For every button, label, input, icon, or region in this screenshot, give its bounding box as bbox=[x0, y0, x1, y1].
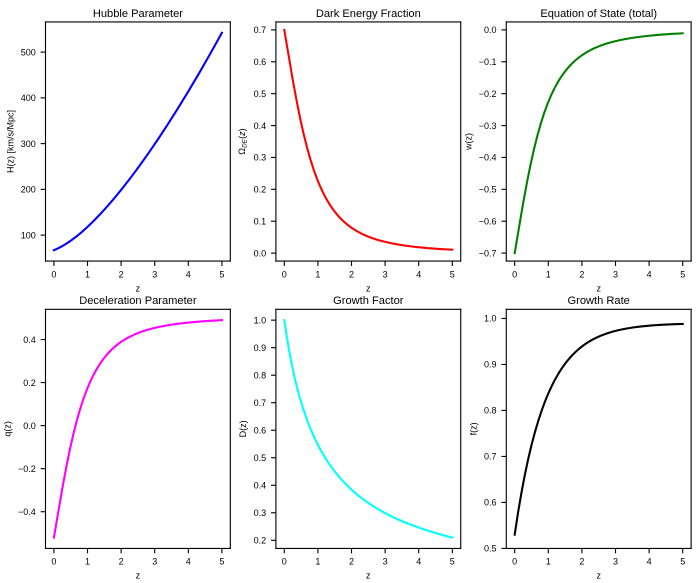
svg-text:0.4: 0.4 bbox=[23, 335, 36, 345]
svg-text:0: 0 bbox=[512, 557, 517, 567]
svg-text:0.9: 0.9 bbox=[254, 343, 267, 353]
svg-text:4: 4 bbox=[647, 557, 652, 567]
svg-text:−0.4: −0.4 bbox=[18, 507, 36, 517]
svg-text:0.3: 0.3 bbox=[254, 508, 267, 518]
svg-text:2: 2 bbox=[349, 557, 354, 567]
svg-text:Deceleration Parameter: Deceleration Parameter bbox=[79, 295, 197, 307]
svg-text:0: 0 bbox=[282, 269, 287, 279]
svg-text:1.0: 1.0 bbox=[484, 314, 497, 324]
svg-text:1.0: 1.0 bbox=[254, 315, 267, 325]
svg-text:0: 0 bbox=[512, 269, 517, 279]
svg-text:Hubble Parameter: Hubble Parameter bbox=[93, 8, 183, 20]
svg-text:D(z): D(z) bbox=[238, 420, 248, 437]
svg-text:0.7: 0.7 bbox=[254, 25, 267, 35]
svg-text:0.3: 0.3 bbox=[254, 153, 267, 163]
svg-text:0.6: 0.6 bbox=[484, 498, 497, 508]
svg-text:1: 1 bbox=[315, 557, 320, 567]
svg-text:Growth Factor: Growth Factor bbox=[333, 295, 404, 307]
svg-text:0.8: 0.8 bbox=[484, 406, 497, 416]
svg-text:0.2: 0.2 bbox=[254, 185, 267, 195]
svg-text:f(z): f(z) bbox=[469, 422, 479, 435]
svg-text:0.0: 0.0 bbox=[23, 421, 36, 431]
svg-text:0.9: 0.9 bbox=[484, 360, 497, 370]
svg-text:Dark Energy Fraction: Dark Energy Fraction bbox=[316, 8, 421, 20]
svg-text:0.7: 0.7 bbox=[254, 398, 267, 408]
svg-text:3: 3 bbox=[383, 269, 388, 279]
svg-text:2: 2 bbox=[579, 557, 584, 567]
svg-text:0.6: 0.6 bbox=[254, 57, 267, 67]
svg-text:1: 1 bbox=[546, 557, 551, 567]
svg-text:0.6: 0.6 bbox=[254, 425, 267, 435]
svg-text:−0.4: −0.4 bbox=[479, 153, 497, 163]
svg-text:z: z bbox=[366, 571, 371, 581]
svg-text:5: 5 bbox=[219, 557, 224, 567]
svg-text:−0.1: −0.1 bbox=[479, 57, 497, 67]
svg-text:q(z): q(z) bbox=[3, 421, 13, 437]
svg-text:4: 4 bbox=[416, 557, 421, 567]
svg-text:Equation of State (total): Equation of State (total) bbox=[540, 8, 657, 20]
svg-text:−0.2: −0.2 bbox=[18, 464, 36, 474]
svg-text:4: 4 bbox=[186, 269, 191, 279]
svg-text:z: z bbox=[136, 571, 141, 581]
svg-text:0.8: 0.8 bbox=[254, 370, 267, 380]
svg-text:−0.3: −0.3 bbox=[479, 121, 497, 131]
svg-text:3: 3 bbox=[613, 557, 618, 567]
svg-text:1: 1 bbox=[85, 269, 90, 279]
svg-text:4: 4 bbox=[186, 557, 191, 567]
svg-text:0.2: 0.2 bbox=[254, 536, 267, 546]
svg-text:0.0: 0.0 bbox=[254, 248, 267, 258]
svg-text:5: 5 bbox=[450, 557, 455, 567]
svg-text:3: 3 bbox=[383, 557, 388, 567]
svg-text:4: 4 bbox=[647, 269, 652, 279]
svg-text:−0.2: −0.2 bbox=[479, 89, 497, 99]
svg-text:500: 500 bbox=[21, 47, 36, 57]
svg-text:0.7: 0.7 bbox=[484, 452, 497, 462]
svg-text:0.0: 0.0 bbox=[484, 25, 497, 35]
svg-text:1: 1 bbox=[85, 557, 90, 567]
svg-text:0.4: 0.4 bbox=[254, 481, 267, 491]
svg-text:200: 200 bbox=[21, 185, 36, 195]
svg-text:2: 2 bbox=[119, 269, 124, 279]
svg-text:3: 3 bbox=[152, 269, 157, 279]
svg-text:z: z bbox=[596, 283, 601, 293]
svg-text:5: 5 bbox=[219, 269, 224, 279]
svg-text:0.2: 0.2 bbox=[23, 378, 36, 388]
svg-text:z: z bbox=[366, 283, 371, 293]
svg-text:5: 5 bbox=[680, 269, 685, 279]
svg-text:z: z bbox=[136, 283, 141, 293]
svg-text:4: 4 bbox=[416, 269, 421, 279]
svg-text:2: 2 bbox=[579, 269, 584, 279]
svg-text:w(z): w(z) bbox=[463, 133, 473, 151]
svg-text:2: 2 bbox=[349, 269, 354, 279]
svg-text:−0.6: −0.6 bbox=[479, 216, 497, 226]
svg-text:5: 5 bbox=[680, 557, 685, 567]
svg-text:0.5: 0.5 bbox=[484, 544, 497, 554]
svg-text:0.1: 0.1 bbox=[254, 216, 267, 226]
svg-text:100: 100 bbox=[21, 230, 36, 240]
svg-text:5: 5 bbox=[450, 269, 455, 279]
svg-text:2: 2 bbox=[119, 557, 124, 567]
svg-text:1: 1 bbox=[315, 269, 320, 279]
svg-text:300: 300 bbox=[21, 139, 36, 149]
svg-text:−0.7: −0.7 bbox=[479, 248, 497, 258]
svg-text:0.5: 0.5 bbox=[254, 453, 267, 463]
svg-text:H(z) [km/s/Mpc]: H(z) [km/s/Mpc] bbox=[5, 110, 15, 173]
svg-text:z: z bbox=[596, 571, 601, 581]
svg-text:0: 0 bbox=[51, 557, 56, 567]
svg-text:0: 0 bbox=[51, 269, 56, 279]
svg-text:400: 400 bbox=[21, 93, 36, 103]
svg-text:Growth Rate: Growth Rate bbox=[568, 295, 630, 307]
svg-text:0.4: 0.4 bbox=[254, 121, 267, 131]
svg-text:0: 0 bbox=[282, 557, 287, 567]
svg-text:−0.5: −0.5 bbox=[479, 185, 497, 195]
svg-text:3: 3 bbox=[152, 557, 157, 567]
svg-text:0.5: 0.5 bbox=[254, 89, 267, 99]
svg-text:3: 3 bbox=[613, 269, 618, 279]
svg-text:1: 1 bbox=[546, 269, 551, 279]
